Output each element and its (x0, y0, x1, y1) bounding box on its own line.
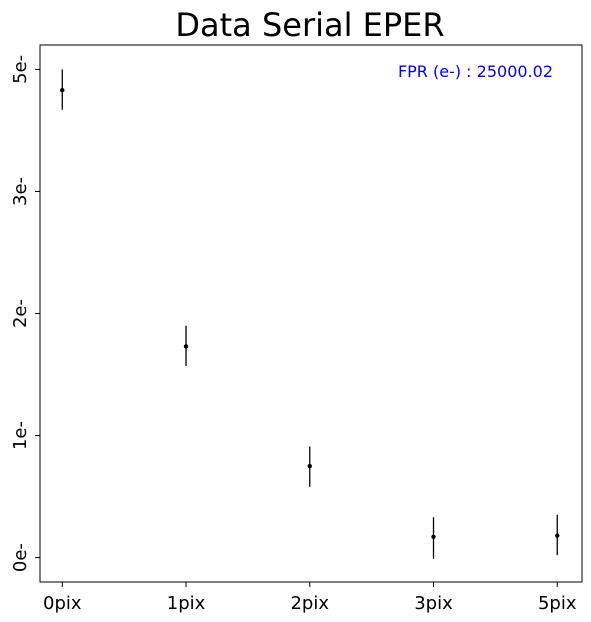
x-tick-label: 5pix (538, 593, 577, 614)
plot-frame (39, 44, 583, 583)
data-point (431, 534, 436, 540)
y-tick-label: 2e- (10, 299, 31, 328)
data-point (555, 533, 560, 538)
y-tick-label: 5e- (10, 55, 31, 84)
data-point (183, 344, 189, 349)
data-point (307, 463, 312, 469)
x-tick-label: 0pix (43, 593, 82, 614)
data-point (60, 87, 65, 93)
plot-area: 0pix 1pix 2pix 3pix 5pix 0e- 1e- 2e- 3e- 5e- (10, 44, 583, 614)
fpr-annotation: FPR (e-) : 25000.02 (398, 62, 553, 81)
y-tick-label: 3e- (10, 177, 31, 206)
x-tick-label: 2pix (290, 593, 329, 614)
x-tick-label: 1pix (167, 593, 206, 614)
y-tick-label: 0e- (10, 543, 31, 572)
x-tick-label: 3pix (414, 593, 453, 614)
chart-title: Data Serial EPER (175, 6, 444, 44)
y-tick-label: 1e- (10, 421, 31, 450)
